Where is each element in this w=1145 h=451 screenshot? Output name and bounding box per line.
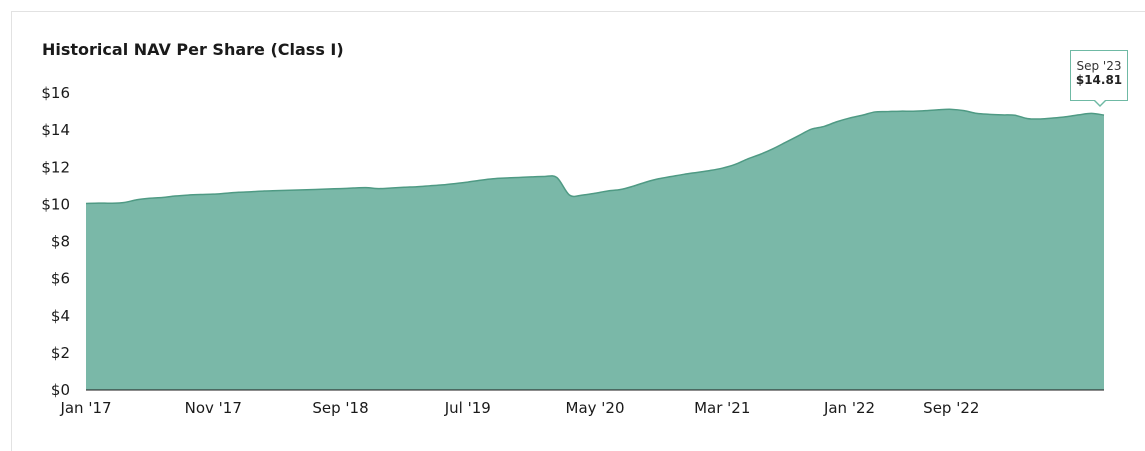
x-tick-label: Sep '18	[312, 399, 368, 417]
y-tick-label: $10	[41, 195, 70, 213]
y-tick-label: $16	[41, 84, 70, 102]
y-tick-label: $8	[51, 233, 70, 251]
x-tick-label: Mar '21	[694, 399, 750, 417]
y-tick-label: $4	[51, 307, 70, 325]
x-tick-label: Sep '22	[923, 399, 979, 417]
tooltip-value: $14.81	[1075, 73, 1123, 87]
y-tick-label: $14	[41, 121, 70, 139]
hover-tooltip: Sep '23 $14.81	[1070, 50, 1128, 101]
nav-area-chart: $0 $2 $4 $6 $8 $10 $12 $14 $16 Jan '17 Nov '17 Sep…	[41, 84, 1105, 417]
y-tick-label: $0	[51, 381, 70, 399]
x-tick-label: Jan '22	[823, 399, 875, 417]
x-tick-label: Nov '17	[185, 399, 242, 417]
x-tick-label: Jan '17	[59, 399, 111, 417]
y-tick-label: $12	[41, 158, 70, 176]
x-axis-ticks: Jan '17 Nov '17 Sep '18 Jul '19 May '20 Mar '…	[59, 399, 979, 417]
x-tick-label: Jul '19	[444, 399, 491, 417]
y-tick-label: $2	[51, 344, 70, 362]
tooltip-date: Sep '23	[1076, 59, 1122, 73]
x-tick-label: May '20	[566, 399, 625, 417]
y-axis-ticks: $0 $2 $4 $6 $8 $10 $12 $14 $16	[41, 84, 70, 399]
chart-title: Historical NAV Per Share (Class I)	[42, 40, 344, 59]
tooltip-pointer	[1093, 99, 1107, 107]
y-tick-label: $6	[51, 270, 70, 288]
nav-line	[85, 108, 1105, 205]
nav-area[interactable]	[86, 109, 1104, 390]
